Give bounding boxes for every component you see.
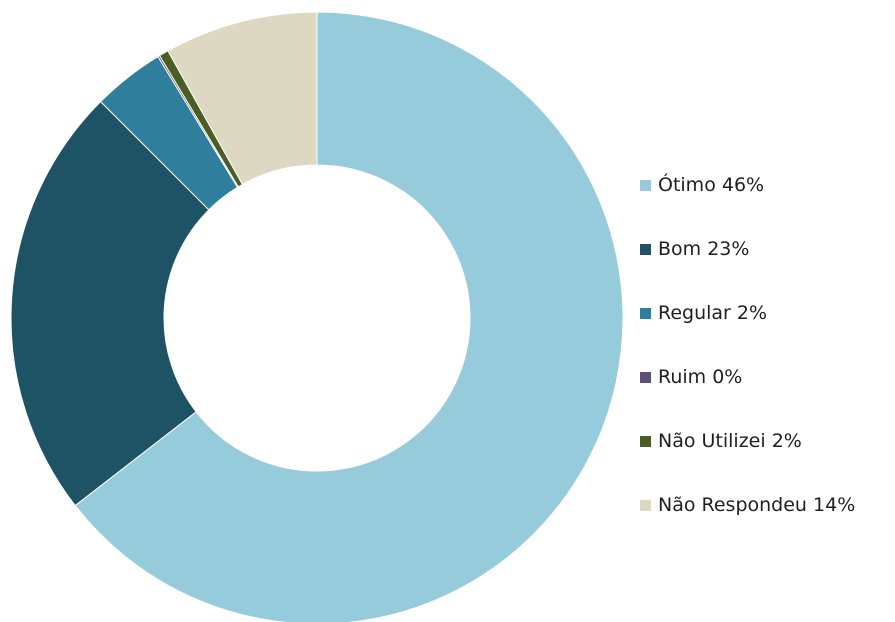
legend-label: Ruim 0% — [658, 366, 743, 388]
legend-item: Ruim 0% — [640, 362, 855, 426]
legend-item: Ótimo 46% — [640, 170, 855, 234]
donut-chart — [10, 11, 624, 622]
legend-swatch — [640, 372, 651, 383]
legend-label: Não Respondeu 14% — [658, 494, 856, 516]
legend-item: Regular 2% — [640, 298, 855, 362]
chart-legend: Ótimo 46% Bom 23% Regular 2% Ruim 0% Não Uti… — [640, 170, 855, 554]
legend-swatch — [640, 500, 651, 511]
legend-swatch — [640, 180, 651, 191]
donut-slice--timo — [74, 11, 624, 622]
legend-item: Não Utilizei 2% — [640, 426, 855, 490]
legend-label: Bom 23% — [658, 238, 750, 260]
legend-item: Não Respondeu 14% — [640, 490, 855, 554]
legend-item: Bom 23% — [640, 234, 855, 298]
legend-swatch — [640, 244, 651, 255]
legend-swatch — [640, 436, 651, 447]
legend-swatch — [640, 308, 651, 319]
legend-label: Ótimo 46% — [658, 174, 765, 196]
legend-label: Não Utilizei 2% — [658, 430, 802, 452]
legend-label: Regular 2% — [658, 302, 768, 324]
donut-slice-bom — [10, 100, 210, 507]
donut-slice-n-o-respondeu — [167, 11, 318, 186]
